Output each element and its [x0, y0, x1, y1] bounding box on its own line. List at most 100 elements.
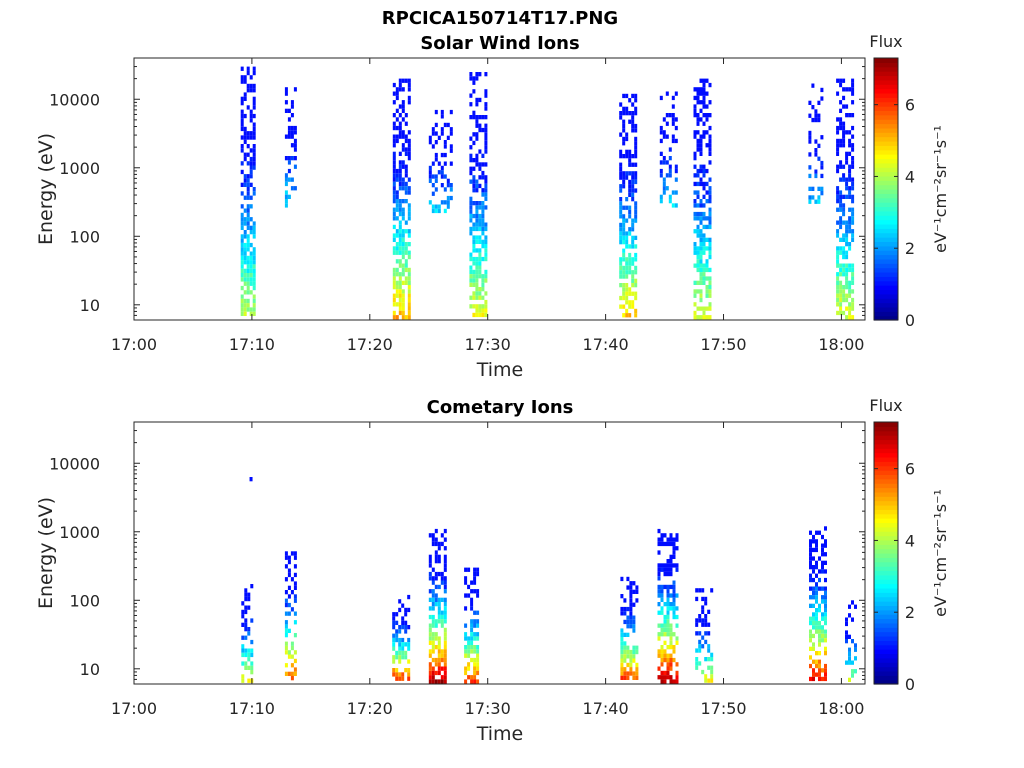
- spectrogram-cell: [449, 187, 453, 192]
- spectrogram-cell: [657, 653, 661, 658]
- spectrogram-cell: [836, 285, 840, 290]
- spectrogram-cell: [398, 599, 402, 604]
- spectrogram-cell: [699, 259, 703, 264]
- spectrogram-cell: [842, 143, 846, 148]
- spectrogram-cell: [707, 648, 711, 653]
- spectrogram-cell: [473, 666, 477, 671]
- spectrogram-cell: [660, 610, 664, 615]
- spectrogram-cell: [663, 670, 667, 676]
- spectrogram-cell: [702, 237, 706, 242]
- spectrogram-cell: [848, 306, 852, 311]
- spectrogram-cell: [705, 276, 709, 281]
- colorbar-segment: [874, 149, 898, 155]
- spectrogram-cell: [845, 229, 849, 234]
- spectrogram-cell: [814, 148, 818, 153]
- spectrogram-cell: [293, 572, 297, 578]
- spectrogram-cell: [821, 569, 824, 574]
- spectrogram-cell: [290, 125, 294, 131]
- spectrogram-cell: [252, 165, 256, 170]
- spectrogram-cell: [398, 229, 402, 234]
- spectrogram-cell: [665, 91, 669, 96]
- spectrogram-cell: [824, 577, 827, 583]
- spectrogram-cell: [469, 295, 473, 300]
- spectrogram-cell: [675, 662, 679, 667]
- spectrogram-cell: [701, 609, 705, 614]
- spectrogram-cell: [672, 584, 676, 590]
- spectrogram-cell: [839, 224, 843, 230]
- spectrogram-cell: [693, 181, 697, 187]
- spectrogram-cell: [657, 563, 661, 568]
- spectrogram-cell: [287, 194, 291, 199]
- spectrogram-cell: [631, 123, 635, 129]
- spectrogram-cell: [290, 177, 294, 182]
- spectrogram-cell: [287, 654, 291, 659]
- spectrogram-cell: [241, 614, 245, 619]
- spectrogram-cell: [247, 665, 251, 670]
- spectrogram-cell: [475, 205, 479, 210]
- spectrogram-cell: [407, 594, 411, 600]
- spectrogram-cell: [293, 551, 297, 556]
- spectrogram-cell: [702, 168, 706, 174]
- colorbar-segment: [874, 635, 898, 641]
- spectrogram-cell: [660, 563, 664, 568]
- spectrogram-cell: [392, 156, 396, 161]
- spectrogram-cell: [620, 637, 624, 642]
- spectrogram-cell: [631, 283, 635, 288]
- spectrogram-cell: [809, 573, 812, 578]
- spectrogram-cell: [249, 165, 253, 170]
- x-tick-label: 17:30: [465, 335, 511, 354]
- spectrogram-cell: [848, 216, 852, 221]
- spectrogram-cell: [243, 311, 247, 316]
- spectrogram-cell: [293, 585, 297, 590]
- spectrogram-cell: [818, 603, 821, 608]
- spectrogram-cell: [404, 164, 408, 169]
- spectrogram-cell: [392, 173, 396, 178]
- spectrogram-cell: [629, 602, 633, 607]
- spectrogram-cell: [842, 164, 846, 169]
- spectrogram-cell: [672, 645, 676, 650]
- spectrogram-cell: [625, 218, 629, 223]
- spectrogram-cell: [836, 190, 840, 195]
- spectrogram-cell: [705, 246, 709, 251]
- spectrogram-cell: [669, 554, 673, 559]
- spectrogram-cell: [696, 315, 700, 320]
- spectrogram-cell: [449, 183, 453, 188]
- spectrogram-cell: [249, 260, 253, 265]
- spectrogram-cell: [392, 186, 396, 191]
- spectrogram-cell: [842, 289, 846, 294]
- spectrogram-cell: [467, 666, 471, 671]
- spectrogram-cell: [475, 97, 479, 103]
- spectrogram-cell: [434, 584, 438, 590]
- spectrogram-cell: [619, 171, 623, 176]
- colorbar-segment: [874, 210, 898, 216]
- spectrogram-cell: [708, 220, 712, 225]
- spectrogram-cell: [440, 109, 444, 115]
- spectrogram-cell: [290, 641, 294, 646]
- spectrogram-cell: [428, 563, 432, 568]
- spectrogram-cell: [669, 584, 673, 590]
- spectrogram-cell: [705, 293, 709, 298]
- spectrogram-cell: [392, 668, 396, 673]
- spectrogram-cell: [467, 675, 471, 680]
- spectrogram-cell: [240, 225, 244, 230]
- spectrogram-cell: [440, 152, 444, 158]
- spectrogram-cell: [625, 235, 629, 240]
- spectrogram-cell: [671, 104, 675, 109]
- spectrogram-cell: [707, 609, 711, 614]
- spectrogram-cell: [252, 161, 256, 166]
- spectrogram-cell: [675, 679, 679, 684]
- spectrogram-cell: [404, 625, 408, 630]
- spectrogram-cell: [401, 100, 405, 105]
- spectrogram-cell: [809, 547, 812, 553]
- spectrogram-cell: [434, 559, 438, 564]
- spectrogram-cell: [249, 174, 253, 179]
- spectrogram-cell: [698, 648, 702, 653]
- spectrogram-cell: [708, 250, 712, 255]
- spectrogram-cell: [481, 115, 485, 120]
- spectrogram-cell: [290, 590, 294, 595]
- spectrogram-cell: [836, 147, 840, 152]
- spectrogram-cell: [284, 555, 288, 560]
- spectrogram-cell: [809, 560, 812, 565]
- spectrogram-cell: [249, 290, 253, 295]
- spectrogram-cell: [851, 639, 854, 644]
